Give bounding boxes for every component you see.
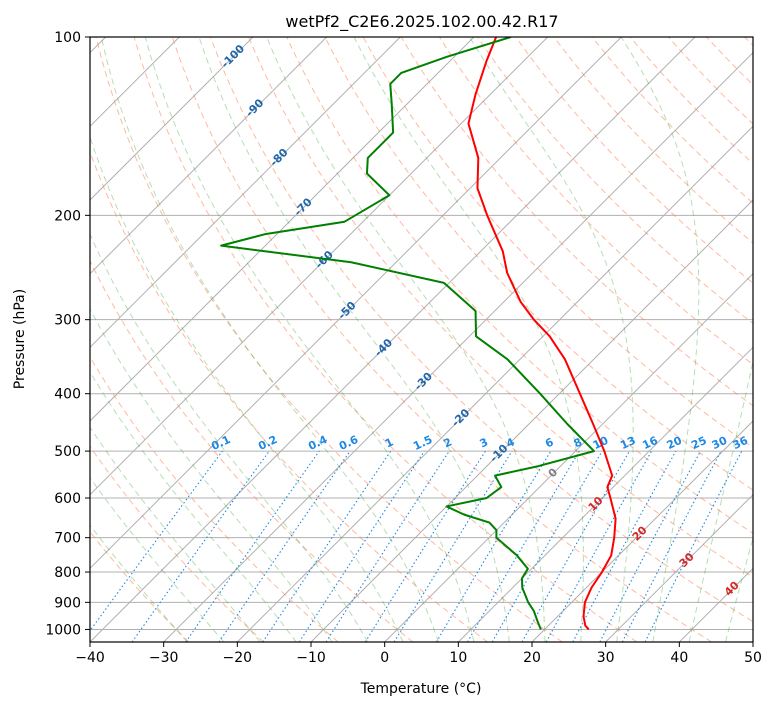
x-tick-label: −10 — [296, 650, 326, 666]
x-tick-label: 10 — [449, 650, 467, 666]
x-tick-label: 30 — [597, 650, 615, 666]
y-tick-label: 100 — [54, 30, 81, 46]
x-tick-label: 50 — [744, 650, 762, 666]
x-tick-label: 40 — [670, 650, 688, 666]
x-tick-label: −40 — [75, 650, 105, 666]
y-tick-label: 900 — [54, 595, 81, 611]
y-tick-label: 200 — [54, 208, 81, 224]
y-tick-label: 700 — [54, 531, 81, 547]
y-tick-label: 400 — [54, 387, 81, 403]
x-tick-label: −20 — [223, 650, 253, 666]
y-tick-label: 800 — [54, 565, 81, 581]
x-tick-label: −30 — [149, 650, 179, 666]
y-tick-label: 1000 — [45, 622, 81, 638]
x-tick-label: 20 — [523, 650, 541, 666]
x-axis-label: Temperature (°C) — [360, 681, 482, 697]
y-tick-label: 600 — [54, 491, 81, 507]
y-axis-label: Pressure (hPa) — [12, 289, 28, 389]
y-tick-label: 300 — [54, 313, 81, 329]
x-tick-label: 0 — [380, 650, 389, 666]
chart-title: wetPf2_C2E6.2025.102.00.42.R17 — [285, 12, 558, 32]
y-tick-label: 500 — [54, 444, 81, 460]
